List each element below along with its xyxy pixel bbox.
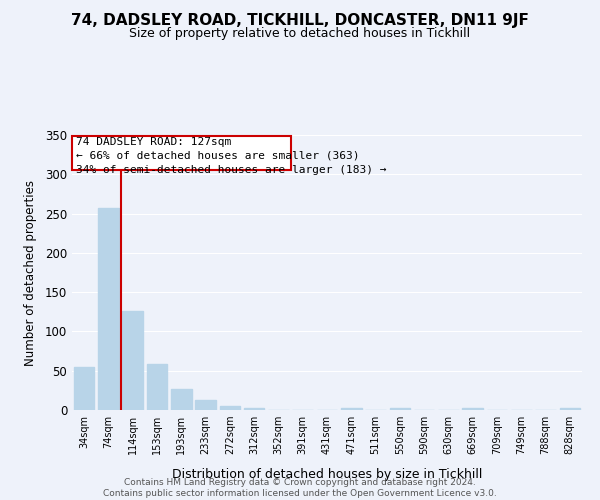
- Bar: [122, 311, 143, 410]
- Bar: [171, 389, 191, 410]
- Text: 74 DADSLEY ROAD: 127sqm
← 66% of detached houses are smaller (363)
34% of semi-d: 74 DADSLEY ROAD: 127sqm ← 66% of detache…: [76, 136, 386, 174]
- Bar: [341, 408, 362, 410]
- Bar: [244, 408, 265, 410]
- Bar: [195, 400, 216, 410]
- Bar: [389, 408, 410, 410]
- Text: Size of property relative to detached houses in Tickhill: Size of property relative to detached ho…: [130, 28, 470, 40]
- Bar: [72, 136, 290, 170]
- Bar: [560, 408, 580, 410]
- Bar: [146, 364, 167, 410]
- Bar: [463, 408, 483, 410]
- X-axis label: Distribution of detached houses by size in Tickhill: Distribution of detached houses by size …: [172, 468, 482, 481]
- Text: 74, DADSLEY ROAD, TICKHILL, DONCASTER, DN11 9JF: 74, DADSLEY ROAD, TICKHILL, DONCASTER, D…: [71, 12, 529, 28]
- Text: Contains HM Land Registry data © Crown copyright and database right 2024.
Contai: Contains HM Land Registry data © Crown c…: [103, 478, 497, 498]
- Bar: [74, 367, 94, 410]
- Bar: [220, 406, 240, 410]
- Bar: [98, 208, 119, 410]
- Y-axis label: Number of detached properties: Number of detached properties: [23, 180, 37, 366]
